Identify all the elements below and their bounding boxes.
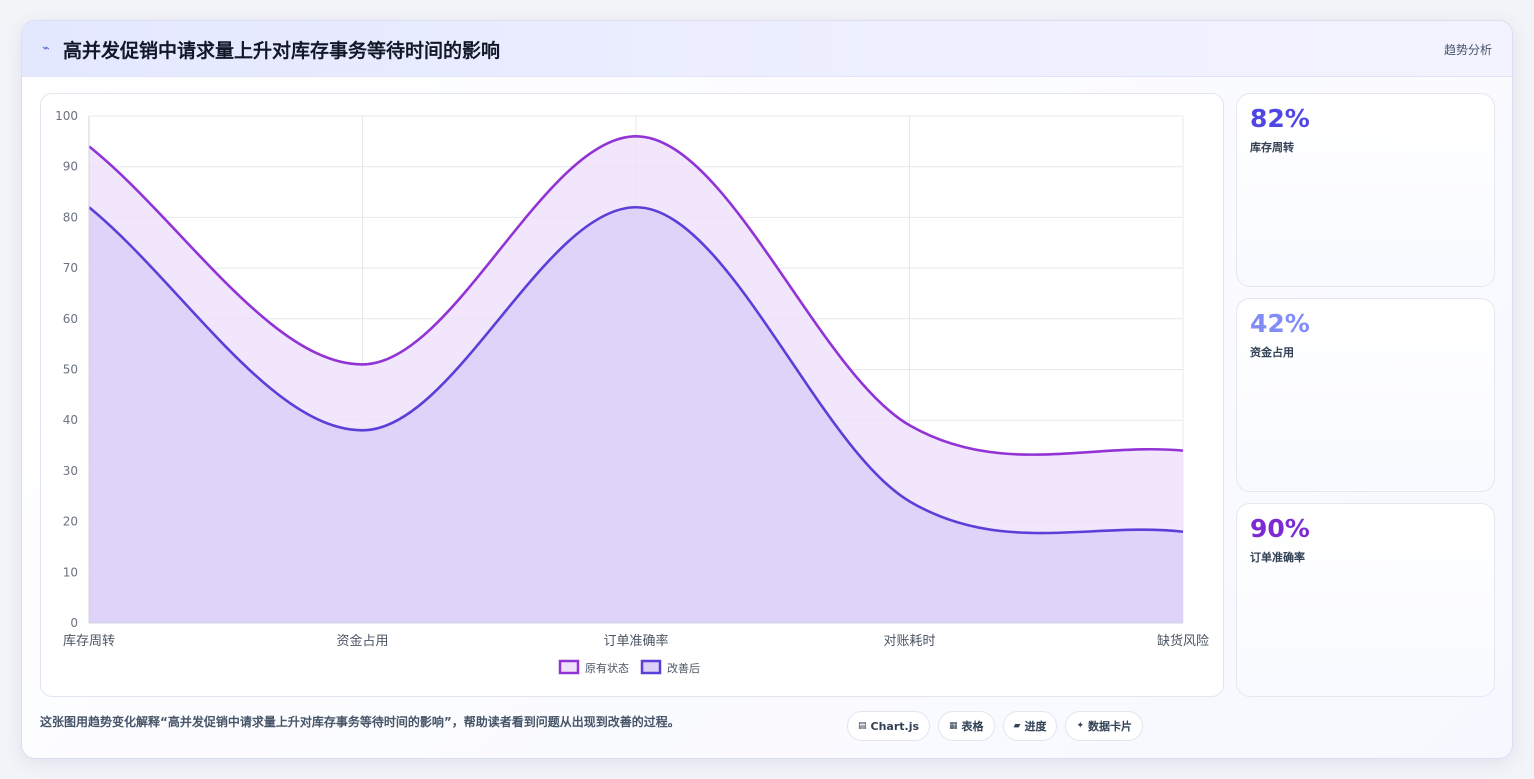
kpi-label: 订单准确率 xyxy=(1250,551,1305,564)
chip-data-card[interactable]: ✦ 数据卡片 xyxy=(1065,711,1144,741)
sparkle-icon: ✦ xyxy=(1076,721,1085,731)
x-tick-label: 订单准确率 xyxy=(603,633,668,649)
chip-group: ▤ Chart.js ▦ 表格 ▰ 进度 ✦ 数据卡片 xyxy=(847,711,1144,741)
chip-label: 进度 xyxy=(1024,720,1047,733)
progress-icon: ▰ xyxy=(1013,721,1021,731)
kpi-card-accuracy: 90% 订单准确率 xyxy=(1236,503,1495,697)
y-tick-label: 40 xyxy=(63,413,78,427)
kpi-card-inventory: 82% 库存周转 xyxy=(1236,93,1495,287)
chip-table[interactable]: ▦ 表格 xyxy=(938,711,995,741)
legend-label: 改善后 xyxy=(667,661,700,675)
series-line-2 xyxy=(88,205,1184,535)
series-area-2 xyxy=(89,207,1183,623)
x-tick-label: 缺货风险 xyxy=(1157,633,1209,649)
y-tick-label: 100 xyxy=(55,109,78,123)
chart-icon: ▤ xyxy=(858,721,867,731)
chart-card: ⌁ 高并发促销中请求量上升对库存事务等待时间的影响 趋势分析 0 10 20 30 40… xyxy=(21,20,1513,759)
chip-chartjs[interactable]: ▤ Chart.js xyxy=(847,711,931,741)
chip-progress[interactable]: ▰ 进度 xyxy=(1002,711,1058,741)
x-tick-label: 资金占用 xyxy=(336,633,388,649)
y-tick-label: 20 xyxy=(63,515,78,529)
kpi-value: 90% xyxy=(1250,514,1310,543)
chart-panel: 0 10 20 30 40 50 60 70 80 90 100 库存周转 资金占用 订单准确率 对账耗时 缺… xyxy=(40,93,1224,697)
y-tick-label: 60 xyxy=(63,312,78,326)
legend-swatch xyxy=(640,659,662,675)
page-title: 高并发促销中请求量上升对库存事务等待时间的影响 xyxy=(63,40,501,62)
table-icon: ▦ xyxy=(949,721,958,731)
chip-label: 表格 xyxy=(961,720,984,733)
y-tick-label: 80 xyxy=(63,210,78,224)
kpi-value: 82% xyxy=(1250,104,1310,133)
trend-icon: ⌁ xyxy=(42,41,50,56)
legend-label: 原有状态 xyxy=(585,661,629,675)
x-tick-label: 库存周转 xyxy=(63,633,115,649)
y-tick-label: 70 xyxy=(63,261,78,275)
y-tick-label: 10 xyxy=(63,565,78,579)
y-tick-label: 0 xyxy=(70,616,78,630)
x-tick-label: 对账耗时 xyxy=(883,634,935,649)
y-tick-label: 30 xyxy=(63,464,78,478)
chart-description: 这张图用趋势变化解释“高并发促销中请求量上升对库存事务等待时间的影响”，帮助读者… xyxy=(40,715,680,729)
y-tick-label: 90 xyxy=(63,160,78,174)
chip-label: 数据卡片 xyxy=(1088,720,1133,733)
area-chart: 0 10 20 30 40 50 60 70 80 90 100 库存周转 资金占用 订单准确率 对账耗时 缺… xyxy=(55,109,1209,675)
y-tick-label: 50 xyxy=(63,363,78,377)
kpi-value: 42% xyxy=(1250,309,1310,338)
series-line-1 xyxy=(88,134,1184,456)
header-tag: 趋势分析 xyxy=(1443,43,1492,57)
kpi-label: 资金占用 xyxy=(1250,346,1294,359)
legend-swatch xyxy=(558,659,580,675)
kpi-card-capital: 42% 资金占用 xyxy=(1236,298,1495,492)
kpi-label: 库存周转 xyxy=(1250,141,1294,154)
chip-label: Chart.js xyxy=(870,719,920,733)
card-header: ⌁ 高并发促销中请求量上升对库存事务等待时间的影响 趋势分析 xyxy=(22,21,1512,77)
